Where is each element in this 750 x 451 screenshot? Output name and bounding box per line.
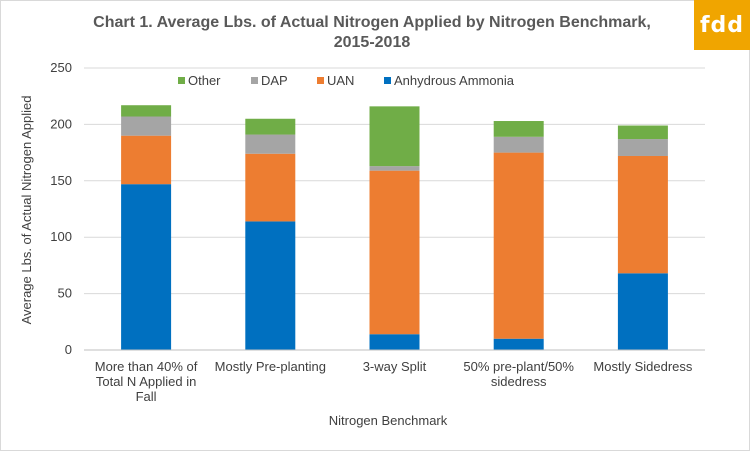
legend-swatch: [317, 77, 324, 84]
x-tick-label: Total N Applied in: [96, 374, 196, 389]
y-tick-label: 0: [65, 342, 72, 357]
bar-segment-anhydrous-ammonia: [369, 334, 420, 350]
y-axis-title: Average Lbs. of Actual Nitrogen Applied: [19, 96, 34, 325]
bar-segment-dap: [245, 134, 296, 154]
bar-segment-other: [617, 125, 668, 140]
x-tick-label: Mostly Sidedress: [593, 359, 692, 374]
x-tick-label: Fall: [136, 389, 157, 404]
bar-segment-other: [369, 106, 420, 167]
bar-segment-uan: [121, 135, 172, 185]
x-tick-label: Mostly Pre-planting: [215, 359, 326, 374]
bar-segment-anhydrous-ammonia: [493, 338, 544, 350]
bar-segment-anhydrous-ammonia: [245, 221, 296, 350]
y-tick-label: 50: [58, 286, 72, 301]
x-axis-title: Nitrogen Benchmark: [329, 413, 448, 428]
bar-segment-anhydrous-ammonia: [617, 273, 668, 350]
legend-label: Other: [188, 73, 221, 88]
bar-segment-dap: [617, 139, 668, 156]
bar-segment-uan: [245, 153, 296, 222]
logo-text: fdd: [699, 12, 745, 38]
bar-segment-uan: [369, 170, 420, 335]
legend-label: UAN: [327, 73, 354, 88]
legend: Other DAP UAN Anhydrous Ammonia: [178, 73, 515, 88]
x-tick-label: sidedress: [491, 374, 547, 389]
bar-segment-dap: [121, 116, 172, 136]
legend-swatch: [384, 77, 391, 84]
bar-segment-uan: [493, 152, 544, 339]
bar-segment-dap: [369, 166, 420, 171]
y-tick-label: 100: [50, 229, 72, 244]
x-tick-label: 3-way Split: [363, 359, 427, 374]
chart-title-line-1: Chart 1. Average Lbs. of Actual Nitrogen…: [93, 14, 651, 31]
bar-segment-dap: [493, 136, 544, 153]
bar-segment-other: [493, 121, 544, 137]
y-tick-label: 200: [50, 116, 72, 131]
bars: [121, 105, 668, 350]
legend-swatch: [178, 77, 185, 84]
bar-segment-uan: [617, 155, 668, 274]
y-tick-label: 250: [50, 60, 72, 75]
bar-segment-other: [245, 118, 296, 135]
bar-segment-other: [121, 105, 172, 117]
bar-segment-anhydrous-ammonia: [121, 184, 172, 350]
fdd-logo: fdd: [694, 0, 750, 50]
chart-title-line-2: 2015-2018: [334, 34, 411, 51]
legend-swatch: [251, 77, 258, 84]
legend-label: DAP: [261, 73, 288, 88]
y-tick-label: 150: [50, 173, 72, 188]
x-tick-label: More than 40% of: [95, 359, 198, 374]
legend-label: Anhydrous Ammonia: [394, 73, 515, 88]
y-axis: 0 50 100 150 200 250: [50, 60, 72, 357]
x-tick-label: 50% pre-plant/50%: [463, 359, 574, 374]
